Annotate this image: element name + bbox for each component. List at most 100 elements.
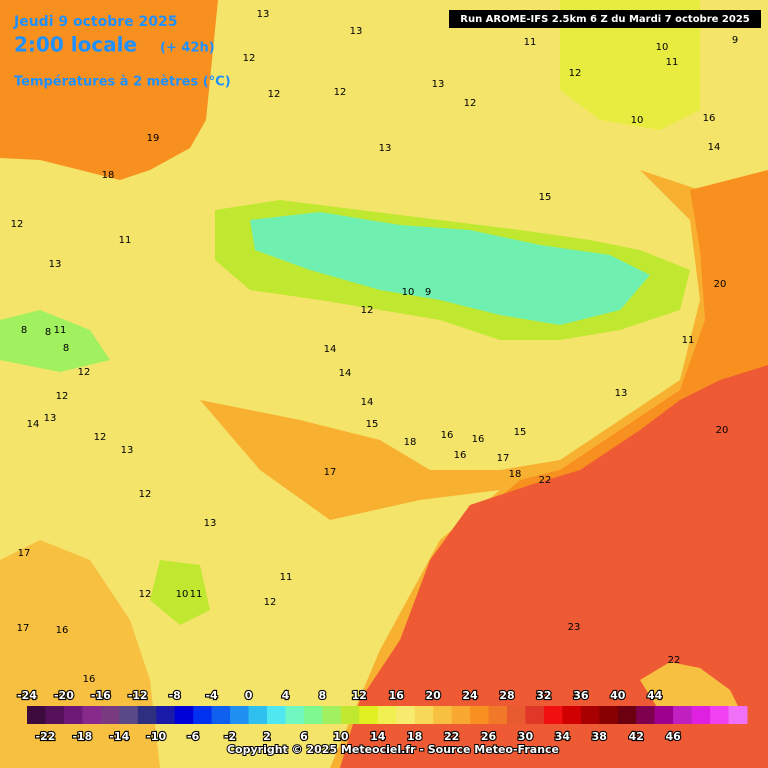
colorbar-tick-label: -6 [187, 730, 200, 743]
isotherm-label: 12 [268, 89, 281, 100]
isotherm-label: 11 [524, 37, 537, 48]
isotherm-label: 8 [63, 343, 69, 354]
colorbar-tick-label: 12 [352, 689, 367, 702]
isotherm-label: 14 [708, 142, 721, 153]
colorbar-cell [562, 706, 582, 724]
isotherm-label: 20 [714, 279, 727, 290]
isotherm-label: 12 [361, 305, 374, 316]
colorbar-tick-label: 42 [629, 730, 644, 743]
isotherm-label: 17 [324, 467, 337, 478]
isotherm-label: 13 [257, 9, 270, 20]
isotherm-label: 11 [666, 57, 679, 68]
colorbar-tick-label: 24 [462, 689, 478, 702]
colorbar-cell [267, 706, 286, 724]
isotherm-label: 12 [569, 68, 582, 79]
colorbar-cell [433, 706, 453, 724]
isotherm-label: 15 [539, 192, 552, 203]
run-banner [449, 10, 761, 28]
isotherm-label: 22 [539, 475, 552, 486]
isotherm-label: 16 [454, 450, 467, 461]
isotherm-label: 20 [716, 425, 729, 436]
isotherm-label: 16 [56, 625, 69, 636]
isotherm-label: 10 [176, 589, 189, 600]
colorbar-cell [488, 706, 508, 724]
colorbar-tick-label: 16 [389, 689, 405, 702]
isotherm-label: 8 [21, 325, 27, 336]
colorbar-cell [63, 706, 83, 724]
cool-region [150, 560, 210, 625]
isotherm-label: 11 [280, 572, 293, 583]
colorbar-tick-label: -18 [72, 730, 92, 743]
colorbar-tick-label: 18 [407, 730, 422, 743]
isotherm-label: 13 [121, 445, 134, 456]
colorbar-tick-label: 30 [518, 730, 534, 743]
colorbar-cell [174, 706, 194, 724]
isotherm-label: 13 [350, 26, 363, 37]
isotherm-label: 12 [78, 367, 91, 378]
colorbar-tick-label: -12 [128, 689, 148, 702]
isotherm-label: 12 [334, 87, 347, 98]
isotherm-label: 11 [119, 235, 132, 246]
colorbar-tick-label: 20 [425, 689, 441, 702]
colorbar-tick-label: -14 [109, 730, 129, 743]
forecast-lead: (+ 42h) [160, 41, 215, 56]
isotherm-label: 13 [432, 79, 445, 90]
colorbar-tick-label: 36 [573, 689, 589, 702]
colorbar-cell [617, 706, 637, 724]
isotherm-label: 13 [44, 413, 57, 424]
colorbar-tick-label: 22 [444, 730, 459, 743]
colorbar-cell [728, 706, 748, 724]
colorbar-tick-label: 4 [282, 689, 290, 702]
isotherm-label: 12 [243, 53, 256, 64]
colorbar-cell [543, 706, 563, 724]
isotherm-label: 12 [139, 489, 152, 500]
colorbar-tick-label: 28 [499, 689, 514, 702]
colorbar-cell [156, 706, 176, 724]
isotherm-label: 23 [568, 622, 581, 633]
colorbar-tick-label: 8 [319, 689, 327, 702]
isotherm-label: 8 [45, 327, 51, 338]
colorbar-cell [303, 706, 323, 724]
isotherm-label: 10 [631, 115, 644, 126]
colorbar-cell [525, 706, 545, 724]
colorbar-tick-label: -22 [36, 730, 56, 743]
colorbar-cell [691, 706, 711, 724]
isotherm-label: 22 [668, 655, 681, 666]
colorbar-cell [340, 706, 360, 724]
isotherm-label: 11 [682, 335, 695, 346]
isotherm-label: 13 [379, 143, 392, 154]
isotherm-label: 15 [366, 419, 379, 430]
colorbar-tick-label: 32 [536, 689, 551, 702]
isotherm-label: 18 [102, 170, 115, 181]
colorbar-cell [377, 706, 397, 724]
colorbar-tick-label: -24 [17, 689, 37, 702]
isotherm-label: 13 [204, 518, 217, 529]
isotherm-label: 17 [17, 623, 30, 634]
colorbar-cell [285, 706, 305, 724]
colorbar-cell [230, 706, 250, 724]
colorbar-tick-label: -2 [224, 730, 236, 743]
colorbar-tick-label: 0 [245, 689, 253, 702]
colorbar-tick-label: 40 [610, 689, 626, 702]
isotherm-label: 15 [514, 427, 527, 438]
colorbar-tick-label: 6 [300, 730, 308, 743]
isotherm-label: 10 [656, 42, 669, 53]
colorbar-tick-label: 34 [555, 730, 571, 743]
isotherm-label: 18 [509, 469, 522, 480]
colorbar-cell [211, 706, 231, 724]
isotherm-label: 12 [11, 219, 24, 230]
colorbar-cell [710, 706, 730, 724]
isotherm-label: 10 [402, 287, 415, 298]
island [640, 662, 740, 718]
atlantic-ocean [0, 0, 218, 180]
colorbar-tick-label: 10 [333, 730, 349, 743]
isotherm-label: 12 [464, 98, 477, 109]
colorbar-cell [193, 706, 213, 724]
isotherm-label: 12 [94, 432, 107, 443]
colorbar-cell [45, 706, 65, 724]
isotherm-label: 16 [441, 430, 454, 441]
colorbar-cell [137, 706, 157, 724]
colorbar-tick-label: -4 [205, 689, 218, 702]
isotherm-label: 12 [139, 589, 152, 600]
